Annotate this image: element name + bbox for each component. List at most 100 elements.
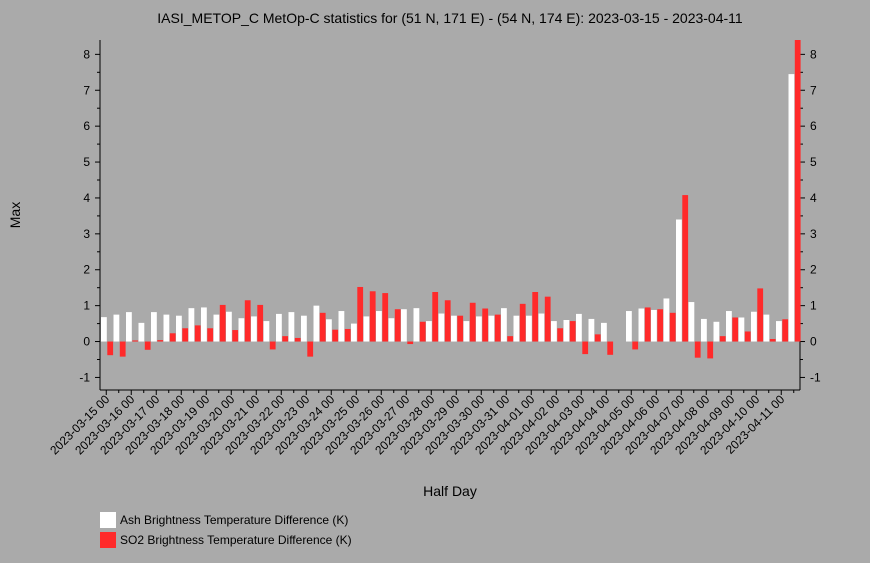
ash-bar: [251, 316, 257, 342]
so2-bar: [157, 340, 164, 342]
ash-bar: [663, 298, 670, 342]
so2-bar: [244, 300, 251, 342]
so2-bar: [707, 341, 714, 359]
so2-bar: [569, 321, 576, 342]
ash-bar: [426, 321, 432, 342]
so2-bar: [432, 292, 439, 342]
ash-bar: [263, 321, 270, 342]
x-axis-label: Half Day: [423, 483, 477, 499]
so2-bar: [132, 340, 139, 342]
ash-bar: [488, 315, 495, 342]
ash-bar: [238, 318, 245, 342]
ash-bar: [551, 321, 557, 342]
so2-bar: [669, 312, 676, 342]
legend-label-so2: SO2 Brightness Temperature Difference (K…: [120, 533, 352, 547]
ash-bar: [651, 309, 657, 342]
ash-bar: [201, 307, 207, 342]
y-tick-label-right: 4: [810, 191, 817, 205]
so2-bar: [369, 291, 376, 342]
so2-bar: [219, 304, 226, 342]
so2-bar: [169, 333, 176, 342]
ash-bar: [738, 317, 745, 342]
so2-bar: [207, 328, 214, 342]
y-tick-label-left: 3: [83, 227, 90, 241]
ash-bar: [601, 322, 607, 342]
so2-bar: [382, 293, 389, 342]
ash-bar: [751, 311, 757, 342]
so2-bar: [782, 319, 789, 342]
y-tick-label-left: 5: [83, 155, 90, 169]
y-tick-label-right: 5: [810, 155, 817, 169]
so2-bar: [482, 308, 489, 342]
so2-bar: [757, 288, 764, 342]
so2-bar: [744, 331, 751, 342]
so2-bar: [232, 330, 239, 342]
so2-bar: [732, 317, 739, 342]
so2-bar: [594, 334, 601, 342]
legend-label-ash: Ash Brightness Temperature Difference (K…: [120, 513, 349, 527]
y-tick-label-right: 1: [810, 299, 817, 313]
ash-bar: [101, 317, 107, 342]
ash-bar: [476, 316, 482, 342]
y-tick-label-left: 8: [83, 47, 90, 61]
y-tick-label-right: -1: [810, 370, 821, 384]
ash-bar: [213, 314, 220, 342]
y-tick-label-left: 2: [83, 263, 90, 277]
so2-bar: [394, 309, 401, 342]
so2-bar: [469, 302, 476, 342]
so2-bar: [144, 341, 151, 350]
so2-bar: [269, 341, 276, 350]
ash-bar: [701, 318, 707, 342]
so2-bar: [407, 341, 414, 345]
so2-bar: [344, 328, 351, 342]
ash-bar: [363, 316, 370, 342]
so2-bar: [457, 315, 464, 342]
ash-bar: [126, 312, 132, 342]
so2-bar: [182, 328, 189, 342]
y-tick-label-right: 3: [810, 227, 817, 241]
ash-bar: [188, 308, 195, 342]
ash-bar: [163, 314, 170, 342]
so2-bar: [507, 336, 514, 342]
so2-bar: [294, 337, 301, 342]
so2-bar: [282, 336, 289, 342]
ash-bar: [138, 322, 145, 342]
so2-bar: [107, 341, 114, 356]
so2-bar: [519, 303, 526, 342]
legend-swatch-so2: [100, 532, 116, 548]
ash-bar: [538, 313, 545, 342]
ash-bar: [788, 74, 795, 342]
ash-bar: [463, 321, 470, 342]
ash-bar: [301, 315, 307, 342]
y-tick-label-left: 4: [83, 191, 90, 205]
y-tick-label-left: 1: [83, 299, 90, 313]
so2-bar: [257, 304, 264, 342]
so2-bar: [332, 329, 339, 342]
ash-bar: [313, 305, 320, 342]
ash-bar: [226, 311, 232, 342]
so2-bar: [582, 341, 589, 355]
ash-bar: [713, 321, 720, 342]
ash-bar: [688, 302, 695, 342]
y-tick-label-right: 7: [810, 83, 817, 97]
so2-bar: [657, 309, 664, 342]
ash-bar: [726, 311, 732, 342]
so2-bar: [682, 195, 689, 342]
ash-bar: [151, 312, 157, 342]
so2-bar: [794, 40, 801, 342]
ash-bar: [388, 318, 395, 342]
ash-bar: [776, 321, 782, 342]
ash-bar: [576, 313, 582, 342]
so2-bar: [532, 292, 539, 342]
so2-bar: [719, 336, 726, 342]
ash-bar: [176, 315, 182, 342]
so2-bar: [607, 341, 614, 355]
ash-bar: [526, 315, 532, 342]
y-tick-label-right: 0: [810, 335, 817, 349]
ash-bar: [413, 308, 420, 342]
y-tick-label-right: 6: [810, 119, 817, 133]
ash-bar: [113, 314, 120, 342]
so2-bar: [494, 314, 501, 342]
y-axis-label: Max: [7, 202, 23, 228]
so2-bar: [319, 312, 326, 342]
